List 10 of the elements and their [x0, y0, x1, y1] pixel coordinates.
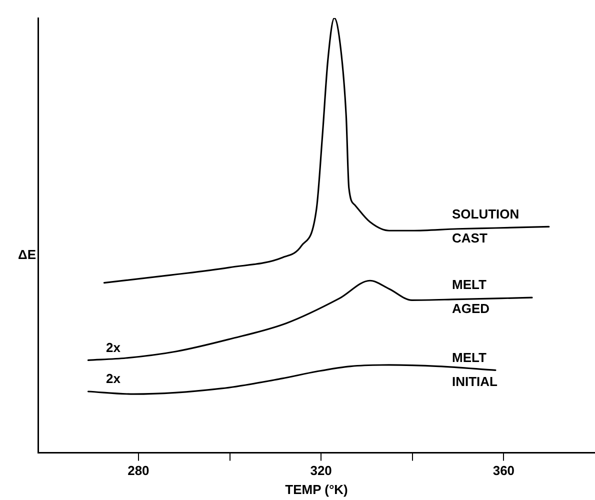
annotation: 2x	[106, 371, 122, 386]
annotation: 2x	[106, 340, 122, 355]
y-axis-title: ΔE	[18, 246, 36, 262]
series-label: SOLUTION CAST	[452, 206, 520, 246]
x-tick-label: 320	[310, 463, 332, 478]
series-label: MELT INITIAL	[452, 350, 498, 389]
x-tick-label: 280	[128, 463, 150, 478]
series-label: MELT AGED	[452, 277, 490, 316]
x-tick-label: 360	[492, 463, 515, 478]
x-axis-title: TEMP (°K)	[285, 482, 348, 497]
